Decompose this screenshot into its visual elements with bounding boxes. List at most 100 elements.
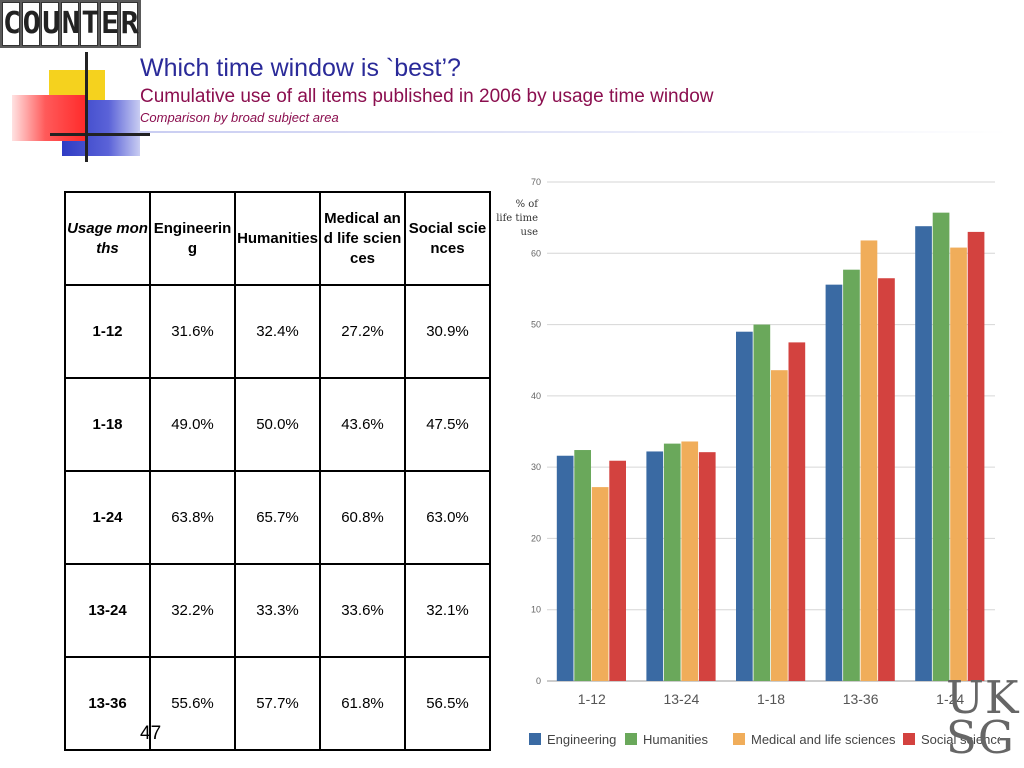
watermark-line: UK [946, 671, 1020, 724]
table-row: 13-36 55.6% 57.7% 61.8% 56.5% [64, 656, 491, 751]
header-engineering: Engineering [149, 191, 236, 286]
table-row: 1-24 63.8% 65.7% 60.8% 63.0% [64, 470, 491, 565]
table-cell: 63.0% [404, 470, 491, 565]
table-cell: 32.1% [404, 563, 491, 658]
header-humanities: Humanities [234, 191, 321, 286]
bar [932, 212, 950, 681]
y-tick-label: 40 [531, 391, 541, 401]
y-axis-label: % of life time use [496, 199, 539, 238]
y-tick-label: 20 [531, 533, 541, 543]
table-cell: 50.0% [234, 377, 321, 472]
bar [878, 278, 895, 681]
table-row: 1-12 31.6% 32.4% 27.2% 30.9% [64, 284, 491, 379]
y-tick-label: 70 [531, 177, 541, 187]
table-cell: 31.6% [149, 284, 236, 379]
watermark-line: SG [946, 711, 1015, 764]
usage-bar-chart: 0 10 20 30 40 50 60 70 1-12 13-24 1-18 13-36 1-24 En… [496, 177, 1000, 747]
y-label-line: % of [516, 199, 540, 210]
y-label-line: life time [496, 213, 538, 224]
logo-letter: E [100, 2, 119, 46]
decor-vertical-line [85, 52, 88, 162]
y-label-line: use [521, 227, 539, 238]
bar [825, 284, 843, 681]
logo-letter: T [80, 2, 99, 46]
bar [609, 460, 626, 681]
header-usage-months: Usage months [64, 191, 151, 286]
page-number: 47 [140, 723, 162, 744]
table-row: 13-24 32.2% 33.3% 33.6% 32.1% [64, 563, 491, 658]
legend-label: Humanities [643, 732, 709, 747]
y-tick-label: 0 [536, 676, 541, 686]
legend-label: Social sciences [921, 732, 1000, 747]
bar [681, 441, 699, 681]
table-cell: 32.2% [149, 563, 236, 658]
table-cell: 55.6% [149, 656, 236, 751]
y-tick-label: 60 [531, 248, 541, 258]
bar [736, 331, 753, 681]
table-cell: 43.6% [319, 377, 406, 472]
bar [950, 247, 967, 681]
table-cell: 61.8% [319, 656, 406, 751]
table-header-row: Usage months Engineering Humanities Medi… [64, 191, 491, 286]
chart-bars [556, 212, 985, 681]
bar [698, 452, 716, 681]
slide-subtitle: Cumulative use of all items published in… [140, 86, 714, 107]
logo-letter: C [2, 2, 21, 46]
row-label: 1-18 [64, 377, 151, 472]
x-tick-label: 13-36 [843, 691, 879, 707]
bar [860, 240, 878, 681]
header-medical: Medical and life sciences [319, 191, 406, 286]
row-label: 1-12 [64, 284, 151, 379]
x-tick-label: 1-18 [757, 691, 785, 707]
x-tick-label: 1-12 [578, 691, 606, 707]
bar [753, 324, 771, 681]
table-row: 1-18 49.0% 50.0% 43.6% 47.5% [64, 377, 491, 472]
legend-swatch [625, 733, 637, 745]
y-tick-label: 50 [531, 320, 541, 330]
legend-label: Medical and life sciences [751, 732, 896, 747]
table-cell: 60.8% [319, 470, 406, 565]
table-cell: 32.4% [234, 284, 321, 379]
table-cell: 33.3% [234, 563, 321, 658]
table-cell: 33.6% [319, 563, 406, 658]
bar [556, 455, 574, 681]
y-tick-label: 10 [531, 605, 541, 615]
bar [843, 269, 860, 681]
decor-horizontal-line [50, 133, 150, 136]
chart-legend: Engineering Humanities Medical and life sc… [529, 732, 1000, 747]
y-tick-label: 30 [531, 462, 541, 472]
slide-title: Which time window is `best’? [140, 54, 461, 82]
logo-letter: U [41, 2, 60, 46]
row-label: 1-24 [64, 470, 151, 565]
bar [591, 487, 609, 681]
bar [788, 342, 806, 681]
table-cell: 63.8% [149, 470, 236, 565]
bar [663, 443, 681, 681]
legend-swatch [903, 733, 915, 745]
bar [771, 370, 788, 681]
legend-label: Engineering [547, 732, 616, 747]
bar [646, 451, 664, 681]
table-cell: 27.2% [319, 284, 406, 379]
logo-letter: R [119, 2, 139, 46]
table-cell: 56.5% [404, 656, 491, 751]
slide-caption: Comparison by broad subject area [140, 110, 339, 125]
table-cell: 57.7% [234, 656, 321, 751]
row-label: 13-24 [64, 563, 151, 658]
title-rule [138, 131, 1008, 133]
table-cell: 65.7% [234, 470, 321, 565]
chart-axis: 0 10 20 30 40 50 60 70 1-12 13-24 1-18 13-36 1-24 [531, 177, 964, 707]
logo-letter: N [60, 2, 80, 46]
uksg-watermark: UK SG [946, 671, 1020, 764]
table-cell: 49.0% [149, 377, 236, 472]
row-label: 13-36 [64, 656, 151, 751]
bar [574, 450, 591, 681]
table-cell: 47.5% [404, 377, 491, 472]
usage-table: Usage months Engineering Humanities Medi… [64, 191, 491, 751]
header-social: Social sciences [404, 191, 491, 286]
logo-letter: O [21, 2, 41, 46]
x-tick-label: 1-24 [936, 691, 964, 707]
table-cell: 30.9% [404, 284, 491, 379]
legend-swatch [529, 733, 541, 745]
